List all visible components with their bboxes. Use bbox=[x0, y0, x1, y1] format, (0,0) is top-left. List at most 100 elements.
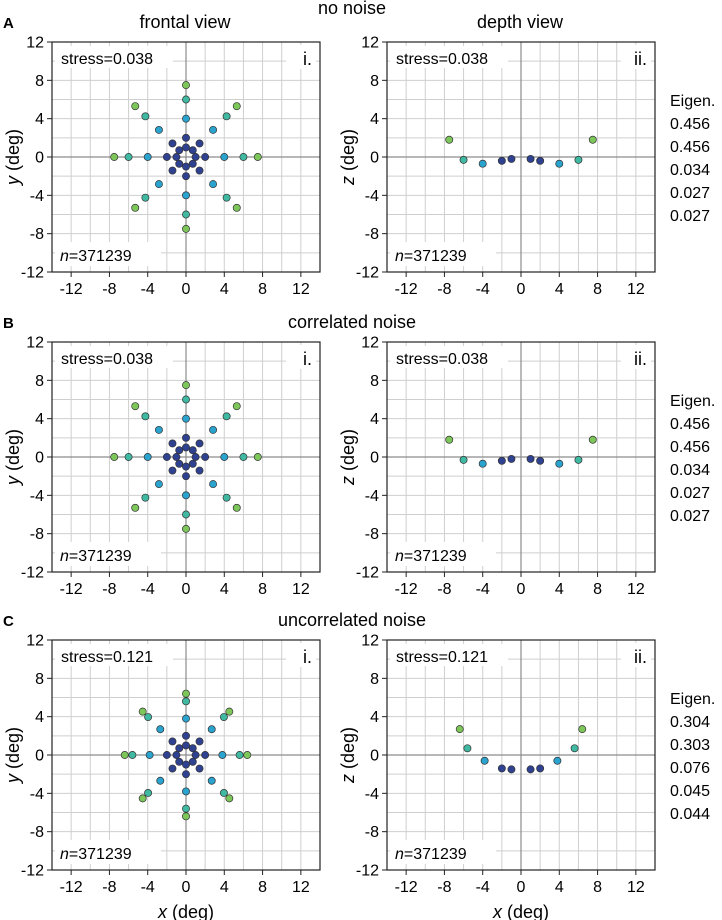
data-point bbox=[195, 737, 204, 746]
sample-size-value: =371239 bbox=[404, 846, 467, 863]
y-axis-label: z (deg) bbox=[338, 727, 358, 784]
data-point bbox=[243, 751, 252, 759]
data-point bbox=[191, 153, 200, 161]
data-point bbox=[536, 156, 545, 165]
row-title-B: correlated noise bbox=[288, 312, 416, 332]
y-axis-variable: z bbox=[338, 176, 358, 186]
data-point bbox=[195, 166, 204, 175]
y-tick-label: 12 bbox=[361, 633, 379, 650]
x-tick-label: -12 bbox=[395, 879, 418, 896]
data-point bbox=[570, 744, 579, 753]
x-tick-label: 4 bbox=[220, 581, 229, 598]
data-point bbox=[207, 725, 216, 734]
data-point bbox=[553, 756, 562, 765]
y-axis-unit: (deg) bbox=[338, 727, 358, 774]
sample-size: n=371239 bbox=[395, 548, 467, 565]
y-tick-label: -12 bbox=[21, 863, 44, 880]
data-point bbox=[182, 524, 190, 533]
data-point bbox=[154, 425, 163, 434]
x-tick-label: 12 bbox=[292, 879, 310, 896]
panel-A-depth: -12 -8 -4 0 4 8 12 -12 -8 -4 0 4 8 12 z (deg) stress=0.… bbox=[338, 35, 656, 298]
stress-value: stress=0.038 bbox=[396, 51, 488, 68]
data-point bbox=[188, 459, 197, 468]
y-tick-label: 12 bbox=[361, 335, 379, 352]
data-point bbox=[162, 453, 171, 461]
y-tick-label: -4 bbox=[365, 188, 379, 205]
data-point bbox=[222, 193, 231, 202]
y-axis-label: z (deg) bbox=[338, 129, 358, 186]
data-point bbox=[207, 776, 216, 785]
data-point bbox=[225, 794, 234, 803]
eigen-list-A: Eigen. 0.456 0.456 0.034 0.027 0.027 bbox=[670, 93, 715, 225]
data-point bbox=[182, 414, 190, 423]
x-tick-label: 8 bbox=[593, 879, 602, 896]
data-point bbox=[131, 102, 140, 111]
data-point bbox=[175, 146, 184, 155]
data-point bbox=[191, 751, 200, 759]
y-tick-label: 12 bbox=[26, 335, 44, 352]
column-title-1: frontal view bbox=[139, 12, 231, 32]
eigen-value: 0.034 bbox=[670, 162, 710, 179]
y-tick-label: 4 bbox=[370, 411, 379, 428]
data-point bbox=[131, 203, 140, 212]
data-point bbox=[239, 453, 248, 461]
data-point bbox=[182, 812, 190, 821]
data-point bbox=[154, 180, 163, 189]
y-tick-label: 0 bbox=[35, 150, 44, 167]
subpanel-label-background bbox=[621, 345, 651, 369]
data-point bbox=[131, 402, 140, 411]
n-background bbox=[390, 840, 496, 864]
data-point bbox=[195, 466, 204, 475]
subpanel-label-background bbox=[286, 345, 316, 369]
panel-letter-B: B bbox=[3, 315, 14, 332]
data-point bbox=[162, 751, 171, 759]
data-point bbox=[182, 472, 190, 481]
y-tick-label: 8 bbox=[35, 671, 44, 688]
x-tick-label: -8 bbox=[102, 281, 116, 298]
x-tick-label: -8 bbox=[437, 281, 451, 298]
y-tick-label: 4 bbox=[35, 411, 44, 428]
data-point bbox=[168, 764, 177, 773]
data-point bbox=[175, 459, 184, 468]
n-background bbox=[390, 542, 496, 566]
x-tick-label: 8 bbox=[258, 879, 267, 896]
y-tick-label: -12 bbox=[21, 265, 44, 282]
x-tick-label: -12 bbox=[60, 879, 83, 896]
subpanel-label: ii. bbox=[634, 349, 647, 369]
x-tick-label: 0 bbox=[182, 281, 191, 298]
subpanel-label: i. bbox=[303, 349, 312, 369]
y-tick-label: 12 bbox=[361, 35, 379, 52]
data-point bbox=[235, 751, 244, 759]
row-title-A: no noise bbox=[318, 0, 386, 18]
data-point bbox=[168, 737, 177, 746]
data-point bbox=[182, 395, 190, 404]
y-axis-unit: (deg) bbox=[3, 429, 23, 476]
data-point bbox=[175, 446, 184, 455]
y-tick-label: -8 bbox=[365, 226, 379, 243]
y-tick-label: 0 bbox=[370, 748, 379, 765]
eigen-value: 0.456 bbox=[670, 139, 710, 156]
data-point bbox=[188, 159, 197, 168]
eigen-value: 0.027 bbox=[670, 485, 710, 502]
x-tick-label: -8 bbox=[437, 879, 451, 896]
data-point bbox=[195, 439, 204, 448]
data-point bbox=[578, 725, 587, 734]
x-tick-label: 0 bbox=[517, 879, 526, 896]
data-points bbox=[120, 689, 252, 821]
y-axis-label: y (deg) bbox=[3, 727, 23, 785]
data-point bbox=[218, 751, 227, 759]
data-point bbox=[574, 455, 583, 464]
data-point bbox=[145, 751, 154, 759]
data-point bbox=[182, 689, 190, 698]
stress-background bbox=[55, 46, 173, 68]
sample-size-symbol: n bbox=[395, 248, 404, 265]
stress-value: stress=0.121 bbox=[61, 649, 153, 666]
data-point bbox=[154, 480, 163, 489]
data-point bbox=[168, 466, 177, 475]
subpanel-label: i. bbox=[303, 647, 312, 667]
data-point bbox=[182, 162, 190, 171]
y-tick-label: -4 bbox=[30, 188, 44, 205]
